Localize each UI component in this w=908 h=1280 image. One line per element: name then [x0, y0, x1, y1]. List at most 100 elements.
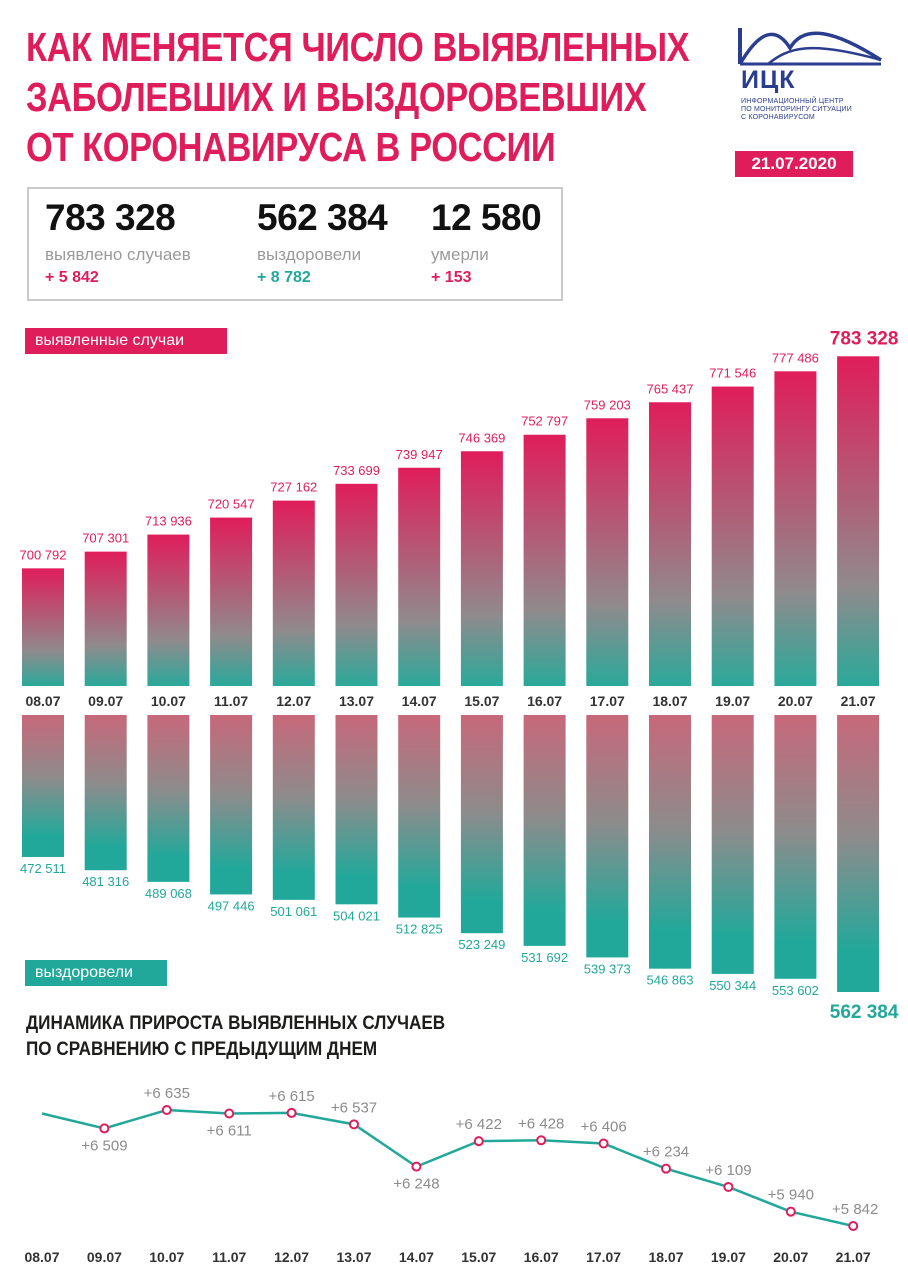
recovered-value-label: 489 068 [145, 886, 192, 901]
line-date-label: 20.07 [773, 1249, 808, 1265]
date-tick-label: 13.07 [339, 693, 374, 709]
cases-value-label: 752 797 [521, 414, 568, 429]
cases-bar [460, 451, 503, 686]
growth-value-label: +6 406 [580, 1118, 626, 1135]
cases-value-label: 759 203 [584, 397, 631, 412]
recovered-bar [460, 715, 503, 934]
cases-bar [335, 483, 378, 686]
recovered-bar [837, 715, 880, 992]
cases-bar [210, 517, 253, 686]
recovered-bar [586, 715, 629, 958]
recovered-tag: выздоровели [25, 960, 167, 986]
recovered-bar [84, 715, 127, 871]
daily-growth-line-chart: 08.07 +6 509 09.07 +6 635 10.07 +6 611 11.07 +6… [24, 1085, 878, 1265]
date-tick-label: 12.07 [276, 693, 311, 709]
title-line: КАК МЕНЯЕТСЯ ЧИСЛО ВЫЯВЛЕННЫХ [26, 24, 690, 70]
stat-deaths-delta: + 153 [431, 269, 472, 286]
line-date-label: 13.07 [336, 1249, 371, 1265]
growth-point [349, 1119, 359, 1130]
growth-point [536, 1135, 547, 1146]
line-date-label: 10.07 [149, 1249, 184, 1265]
cases-value-label: 727 162 [270, 480, 317, 495]
line-date-label: 17.07 [586, 1249, 621, 1265]
line-date-label: 11.07 [212, 1249, 246, 1265]
date-tick-label: 20.07 [778, 693, 813, 709]
recovered-value-label: 512 825 [396, 922, 443, 937]
title-line: ОТ КОРОНАВИРУСА В РОССИИ [26, 124, 556, 170]
recovered-bar [398, 715, 441, 918]
growth-value-label: +6 422 [456, 1116, 502, 1133]
line-date-label: 15.07 [461, 1249, 496, 1265]
cases-value-label: 771 546 [709, 366, 756, 381]
cases-value-label: 707 301 [82, 531, 129, 546]
page-title: КАК МЕНЯЕТСЯ ЧИСЛО ВЫЯВЛЕННЫХ ЗАБОЛЕВШИХ… [26, 22, 690, 172]
logo-subtitle-line: ПО МОНИТОРИНГУ СИТУАЦИИ [741, 106, 852, 113]
growth-point [99, 1123, 110, 1134]
growth-point [598, 1138, 609, 1149]
cases-value-label: 713 936 [145, 514, 192, 529]
stat-recovered-delta: + 8 782 [257, 269, 311, 286]
cases-value-label: 739 947 [396, 447, 443, 462]
stat-cases-value: 783 328 [45, 197, 176, 238]
logo-subtitle-line: ИНФОРМАЦИОННЫЙ ЦЕНТР [741, 98, 844, 105]
growth-value-label: +6 537 [331, 1099, 377, 1116]
stat-cases: 783 328 выявлено случаев + 5 842 [45, 197, 191, 287]
cases-recovered-bar-chart: 700 792 707 301 713 936 720 547 727 162 733 6… [20, 328, 899, 1023]
growth-point [473, 1136, 484, 1147]
date-tick-label: 08.07 [25, 693, 60, 709]
cases-value-label: 783 328 [830, 328, 899, 349]
stat-recovered-value: 562 384 [257, 197, 388, 238]
dynamics-title-line: ДИНАМИКА ПРИРОСТА ВЫЯВЛЕННЫХ СЛУЧАЕВ [26, 1013, 446, 1034]
recovered-value-label: 497 446 [208, 898, 255, 913]
recovered-bar [774, 715, 817, 979]
stat-deaths-label: умерли [431, 245, 489, 264]
line-date-label: 18.07 [648, 1249, 683, 1265]
line-date-label: 14.07 [399, 1249, 434, 1265]
date-tick-label: 11.07 [214, 693, 248, 709]
recovered-bar [649, 715, 691, 969]
growth-point [411, 1161, 422, 1172]
recovered-value-label: 523 249 [458, 937, 505, 952]
growth-point [161, 1105, 172, 1115]
growth-value-label: +6 109 [705, 1162, 751, 1179]
recovered-value-label: 539 373 [584, 961, 631, 976]
growth-point [785, 1206, 796, 1217]
growth-value-label: +5 940 [768, 1187, 814, 1204]
recovered-value-label: 481 316 [82, 874, 129, 889]
growth-value-label: +6 611 [207, 1123, 252, 1140]
summary-box: 783 328 выявлено случаев + 5 842 562 384… [27, 187, 563, 301]
growth-value-label: +6 234 [643, 1144, 689, 1161]
recovered-value-label: 472 511 [20, 861, 66, 876]
recovered-bar [523, 715, 566, 946]
growth-point [848, 1221, 859, 1231]
growth-point [661, 1163, 671, 1174]
date-badge: 21.07.2020 [735, 151, 853, 177]
cases-value-label: 700 792 [20, 547, 67, 562]
line-date-label: 16.07 [524, 1249, 559, 1265]
stat-deaths: 12 580 умерли + 153 [431, 197, 542, 287]
cases-value-label: 746 369 [458, 430, 505, 445]
stat-recovered: 562 384 выздоровели + 8 782 [257, 197, 388, 287]
date-tick-label: 09.07 [88, 693, 123, 709]
line-date-label: 08.07 [24, 1249, 59, 1265]
date-tick-label: 18.07 [652, 693, 687, 709]
cases-bar [272, 500, 315, 686]
cases-bar [837, 356, 880, 686]
growth-point [286, 1107, 297, 1118]
growth-point [723, 1181, 734, 1192]
line-date-label: 21.07 [836, 1249, 871, 1265]
cases-bar [147, 534, 190, 686]
date-tick-label: 15.07 [464, 693, 499, 709]
logo-subtitle-line: С КОРОНАВИРУСОМ [741, 114, 815, 121]
growth-value-label: +6 635 [144, 1085, 190, 1102]
recovered-value-label: 553 602 [772, 983, 819, 998]
growth-point [224, 1108, 235, 1119]
cases-bar [774, 371, 817, 686]
recovered-bar [22, 715, 64, 857]
stat-deaths-value: 12 580 [431, 197, 542, 238]
cases-bar [711, 386, 754, 686]
cases-bar [398, 467, 441, 686]
growth-value-label: +6 428 [518, 1115, 564, 1132]
cases-bar [649, 402, 691, 686]
growth-value-label: +5 842 [832, 1201, 878, 1218]
